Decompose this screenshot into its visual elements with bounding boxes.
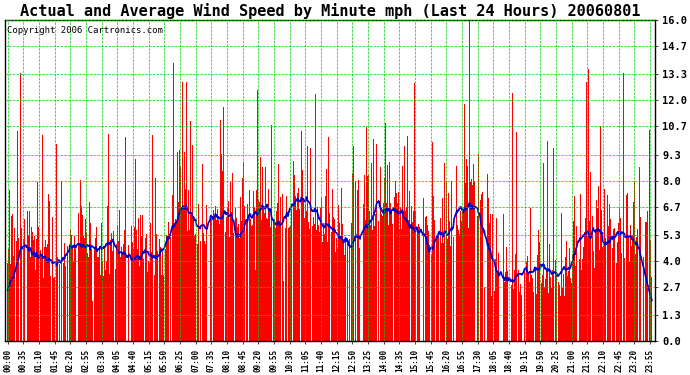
Text: Copyright 2006 Cartronics.com: Copyright 2006 Cartronics.com xyxy=(7,26,163,35)
Title: Actual and Average Wind Speed by Minute mph (Last 24 Hours) 20060801: Actual and Average Wind Speed by Minute … xyxy=(20,3,640,19)
